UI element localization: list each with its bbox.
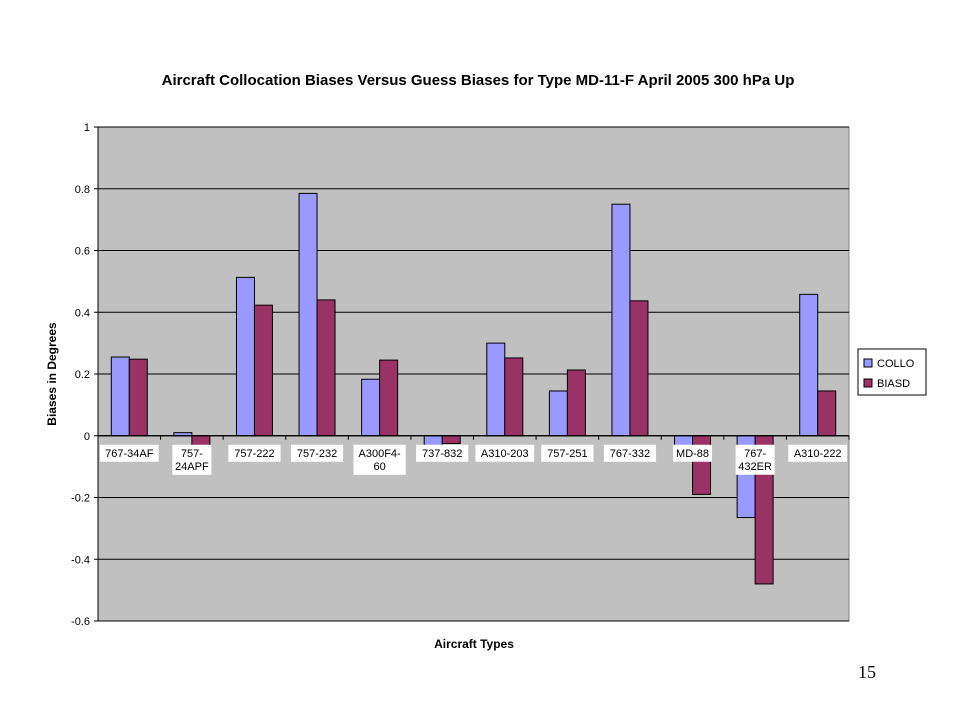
y-tick-label: 0.8 [75,184,90,196]
chart-title: Aircraft Collocation Biases Versus Guess… [162,72,795,89]
y-tick-label: 1 [84,122,90,134]
category-label-bg [788,444,848,462]
category-label-bg [290,444,344,462]
y-axis-title: Biases in Degrees [45,322,59,426]
legend-label-biasd: BIASD [877,378,910,390]
category-label: 767-34AF [105,448,154,460]
bar-biasd [629,300,649,437]
x-axis-title: Aircraft Types [434,637,514,651]
category-label: 757-232 [297,448,337,460]
bar-biasd [692,435,712,495]
legend: COLLO BIASD [857,348,927,396]
category-label-bg [172,444,212,475]
category-label: A310-222 [794,448,842,460]
category-label: 737-832 [422,448,462,460]
category-label: A310-203 [481,448,529,460]
bar-biasd [316,299,336,437]
category-label: 757-222 [234,448,274,460]
category-labels: 767-34AF 757-24APF 757-222 757-232 A300F4-60… [99,444,848,475]
page-number: 15 [858,662,876,682]
bar-collo [235,276,255,437]
y-tick-labels: 1 0.8 0.6 0.4 0.2 0 -0.2 -0.4 -0.6 [71,122,90,628]
legend-swatch-collo [863,358,873,368]
category-label-bg [735,444,775,475]
category-label-bg [541,444,594,462]
axes [97,127,850,621]
y-tick-label: -0.2 [71,493,90,505]
category-label: 767-432ER [738,448,772,473]
category-label-bg [416,444,469,462]
y-tick-label: 0 [84,431,90,443]
category-label-bg [475,444,535,462]
bar-collo [486,342,506,437]
category-label-bg [99,444,159,462]
category-label-bg [228,444,281,462]
category-label: 757-24APF [175,448,209,473]
bar-collo [548,390,568,437]
bar-biasd [504,357,524,437]
bar-biasd [379,359,399,437]
y-tick-label: -0.4 [71,554,90,566]
bar-collo [611,203,631,437]
category-label: A300F4-60 [359,448,402,473]
category-label-bg [673,444,713,462]
y-tick-label: -0.6 [71,616,90,628]
legend-label-collo: COLLO [877,358,915,370]
y-tick-label: 0.4 [75,307,90,319]
category-label-bg [353,444,406,475]
bar-collo [799,293,819,437]
y-tick-label: 0.6 [75,246,90,258]
category-label: 757-251 [547,448,587,460]
bar-biasd [441,435,461,444]
bar-collo [298,192,318,437]
category-label: 767-332 [610,448,650,460]
bar-biasd [253,304,273,437]
bar-collo [110,356,130,437]
category-label: MD-88 [676,448,709,460]
bar-biasd [817,390,837,437]
bar-biasd [128,358,148,437]
bar-biasd [566,369,586,437]
bar-collo [361,378,381,437]
y-tick-label: 0.2 [75,369,90,381]
category-label-bg [603,444,657,462]
legend-swatch-biasd [863,378,873,388]
